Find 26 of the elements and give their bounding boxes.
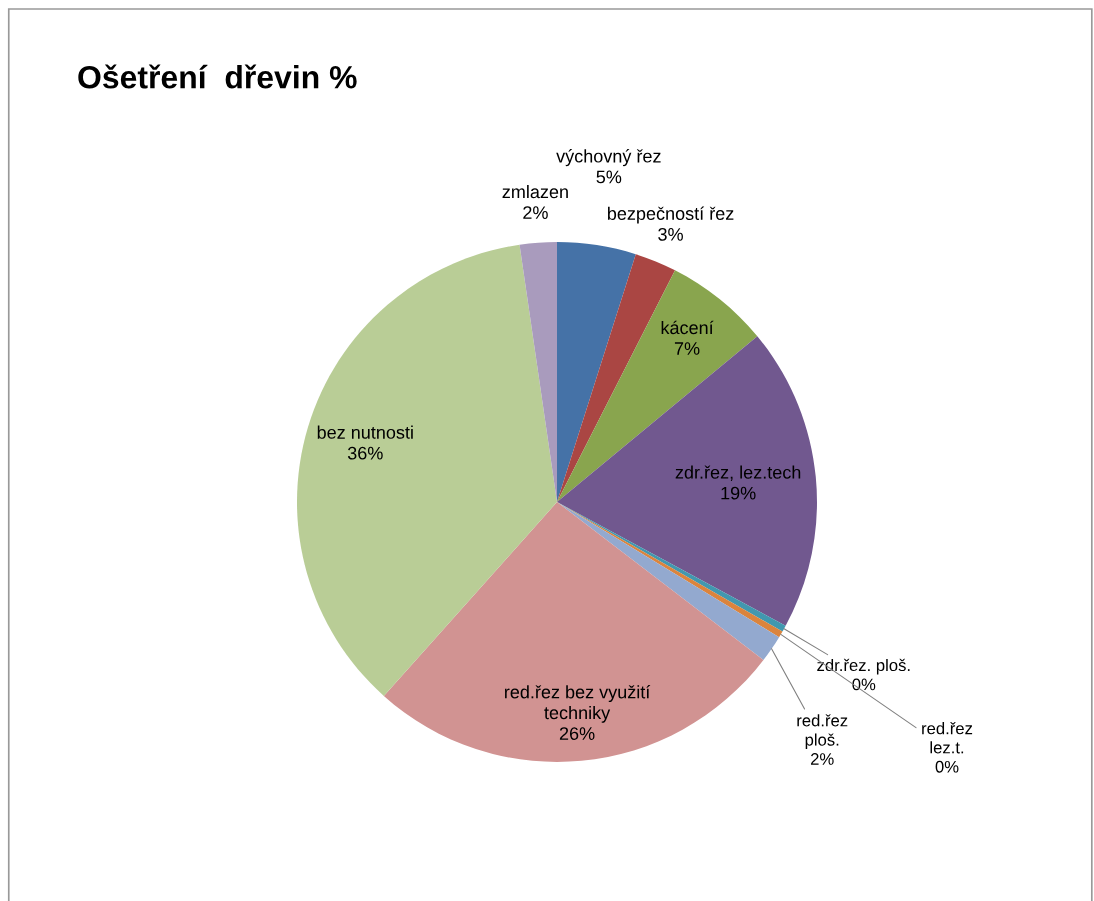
data-label: 7% bbox=[674, 342, 700, 355]
pie-slice bbox=[557, 336, 817, 626]
data-label: 2% bbox=[523, 206, 548, 219]
data-label: 19% bbox=[721, 486, 756, 500]
slice-label: bez nutnosti bbox=[317, 425, 413, 439]
data-label: 3% bbox=[658, 227, 683, 241]
slice-label: zmlazen bbox=[502, 184, 568, 199]
slice-label: red.řez bez využití techniky bbox=[505, 684, 651, 723]
data-label: 36% bbox=[347, 446, 383, 460]
slice-label: kácení bbox=[661, 320, 714, 335]
slice-label: red.řez ploš. bbox=[797, 714, 848, 749]
data-label: 0% bbox=[852, 678, 876, 691]
data-label: 26% bbox=[559, 727, 595, 740]
data-label: 0% bbox=[935, 760, 959, 773]
pie-slice bbox=[557, 242, 636, 502]
pie-slice bbox=[557, 502, 780, 661]
chart-title: Ošetření dřevin % bbox=[78, 64, 357, 89]
slice-label: výchovný řez bbox=[556, 149, 661, 167]
data-label: 2% bbox=[810, 753, 834, 765]
pie-slice bbox=[519, 242, 557, 502]
pie-slice bbox=[383, 502, 764, 762]
slice-label: zdr.řez, lez.tech bbox=[675, 465, 801, 481]
slice-label: bezpečností řez bbox=[607, 206, 734, 224]
data-label: 5% bbox=[596, 170, 622, 184]
slice-label: red.řez lez.t. bbox=[922, 722, 973, 754]
slice-label: zdr.řez. ploš. bbox=[817, 658, 910, 675]
